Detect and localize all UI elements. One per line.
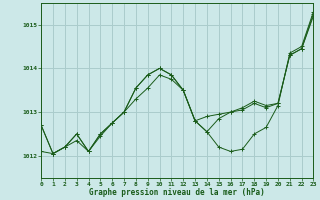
X-axis label: Graphe pression niveau de la mer (hPa): Graphe pression niveau de la mer (hPa) bbox=[89, 188, 265, 197]
